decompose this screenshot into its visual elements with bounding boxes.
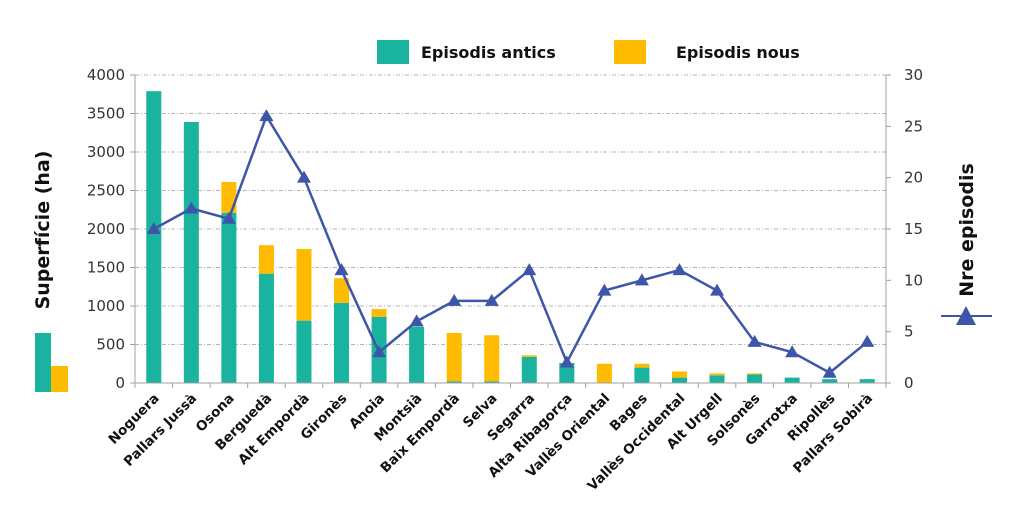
bar-nous	[446, 332, 462, 382]
y-tick-label: 3500	[87, 105, 125, 123]
bar-nous	[484, 335, 500, 382]
y2-tick-label: 25	[904, 117, 923, 135]
bar-nous	[521, 355, 537, 357]
y-axis-title: Superfície (ha)	[32, 151, 54, 310]
y2-tick-label: 20	[904, 169, 923, 187]
bar-nous	[671, 371, 687, 378]
episodes-marker	[409, 314, 424, 327]
y2-tick-label: 5	[904, 323, 914, 341]
y2-axis-title: Nre episodis	[956, 163, 978, 297]
episodes-marker	[785, 345, 800, 358]
axes	[130, 74, 891, 388]
legend-label-antics: Episodis antics	[421, 43, 556, 62]
bar-nous	[334, 278, 350, 303]
bar-antics	[671, 377, 687, 383]
bars	[146, 91, 875, 384]
bars-axis-icon-antics	[35, 333, 51, 392]
y-tick-label: 2500	[87, 182, 125, 200]
y2-tick-label: 15	[904, 220, 923, 238]
episodes-marker	[822, 365, 837, 378]
bar-antics	[822, 379, 838, 383]
y-tick-label: 1500	[87, 259, 125, 277]
bar-antics	[484, 381, 500, 383]
y2-tick-label: 30	[904, 66, 923, 84]
bar-antics	[859, 379, 875, 383]
y-tick-label: 1000	[87, 297, 125, 315]
line-axis-icon-triangle	[956, 306, 976, 325]
bar-antics	[559, 362, 575, 383]
y2-tick-label: 10	[904, 271, 923, 289]
y-tick-label: 3000	[87, 143, 125, 161]
bar-antics	[446, 381, 462, 383]
bar-nous	[371, 309, 387, 317]
episodes-marker	[259, 109, 274, 122]
bar-antics	[747, 374, 763, 383]
y-tick-label: 0	[115, 374, 125, 392]
bar-antics	[334, 302, 350, 383]
bars-axis-icon-nous	[51, 366, 68, 392]
episodes-marker	[672, 263, 687, 276]
y-tick-label: 4000	[87, 66, 125, 84]
bar-antics	[409, 326, 425, 383]
episodes-marker	[146, 222, 161, 234]
gridlines	[135, 74, 886, 345]
episodes-marker	[447, 293, 462, 306]
episodes-marker	[334, 263, 349, 276]
bar-nous	[296, 249, 312, 321]
episodes-marker	[296, 170, 311, 183]
bar-antics	[183, 121, 199, 383]
y2-tick-label: 0	[904, 374, 914, 392]
episodes-marker	[860, 334, 875, 347]
y-tick-label: 2000	[87, 220, 125, 238]
bar-nous	[596, 363, 612, 383]
episodes-marker	[484, 293, 499, 306]
bar-antics	[221, 212, 237, 383]
episodes-marker	[747, 334, 762, 347]
bar-antics	[784, 377, 800, 383]
legend: Episodis antics Episodis nous	[377, 40, 800, 64]
bar-nous	[709, 373, 725, 376]
bar-nous	[747, 373, 763, 375]
bar-antics	[709, 375, 725, 383]
episodes-marker	[710, 283, 725, 296]
episodes-marker	[634, 273, 649, 286]
bar-antics	[634, 367, 650, 383]
bar-antics	[521, 356, 537, 383]
episodes-marker	[522, 263, 537, 276]
episodes-marker	[597, 283, 612, 296]
episodes-marker	[184, 201, 199, 214]
y-tick-label: 500	[96, 336, 125, 354]
tick-labels: 0 500 1000 1500 2000 2500 3000 3500 4000 0 5 10 15 20…	[87, 66, 923, 392]
episodes-marker	[372, 345, 387, 358]
legend-label-nous: Episodis nous	[676, 43, 800, 62]
legend-swatch-nous	[614, 40, 646, 64]
bar-antics	[146, 91, 162, 384]
bar-antics	[296, 320, 312, 383]
episodes-marker	[559, 355, 574, 368]
legend-swatch-antics	[377, 40, 409, 64]
bar-nous	[258, 245, 274, 274]
episodes-marker	[221, 211, 236, 224]
episodes-polyline	[153, 114, 869, 374]
bar-nous	[634, 363, 650, 368]
episodes-line	[146, 109, 875, 378]
bar-nous	[221, 182, 237, 213]
bar-antics	[258, 273, 274, 383]
